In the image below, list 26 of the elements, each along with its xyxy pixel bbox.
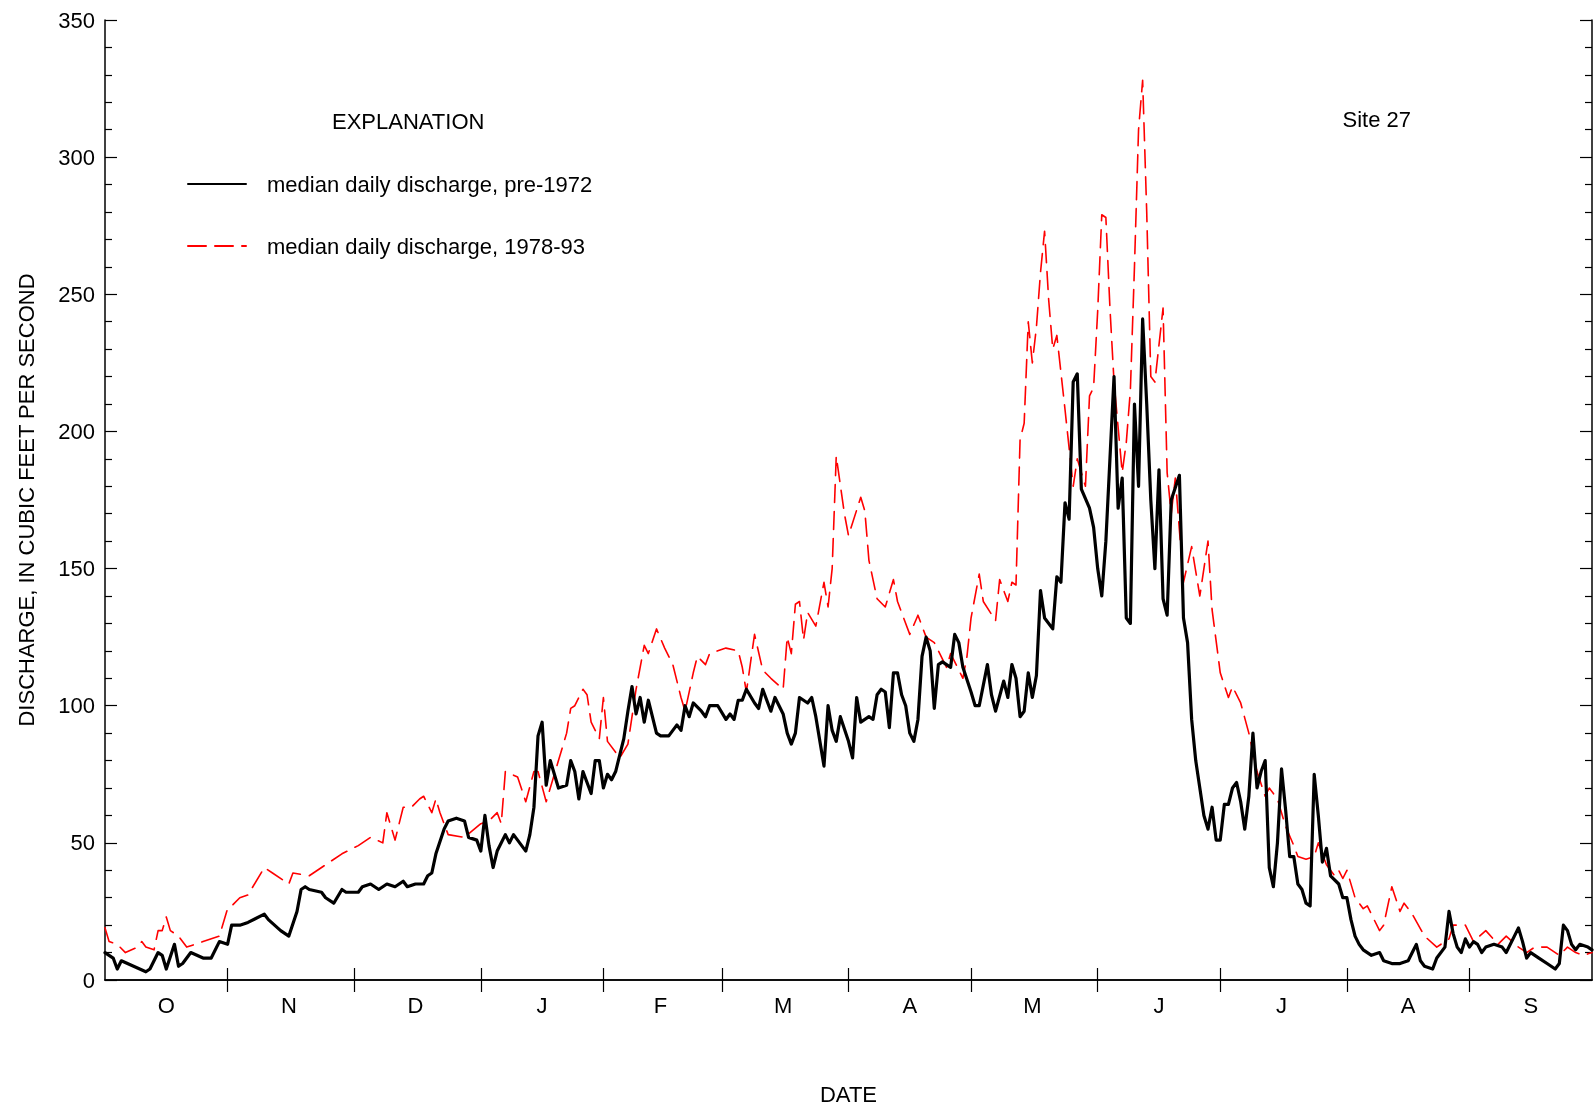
x-tick-label: A	[1400, 992, 1416, 1018]
y-tick-label: 100	[58, 693, 95, 719]
y-tick-label: 0	[82, 967, 95, 993]
x-tick-label: J	[1276, 992, 1288, 1018]
annotation: Site 27	[1342, 106, 1412, 132]
x-tick-label: D	[407, 992, 424, 1018]
y-axis-title: DISCHARGE, IN CUBIC FEET PER SECOND	[13, 273, 39, 727]
x-tick-label: F	[653, 992, 668, 1018]
x-tick-label: J	[1153, 992, 1165, 1018]
y-tick-label: 250	[58, 281, 95, 307]
x-tick-label: S	[1523, 992, 1539, 1018]
x-axis-title: DATE	[819, 1081, 878, 1107]
legend-label: median daily discharge, pre-1972	[267, 171, 593, 197]
x-tick-label: N	[280, 992, 297, 1018]
y-tick-label: 150	[58, 556, 95, 582]
legend-label: median daily discharge, 1978-93	[267, 233, 585, 259]
y-tick-label: 300	[58, 144, 95, 170]
y-tick-label: 200	[58, 418, 95, 444]
y-tick-label: 50	[70, 830, 95, 856]
x-tick-label: J	[536, 992, 548, 1018]
legend-title: EXPLANATION	[332, 108, 485, 134]
x-tick-label: M	[773, 992, 793, 1018]
x-tick-label: M	[1023, 992, 1042, 1018]
y-tick-label: 350	[58, 7, 95, 33]
x-tick-label: A	[902, 992, 918, 1018]
x-tick-label: O	[157, 992, 175, 1018]
